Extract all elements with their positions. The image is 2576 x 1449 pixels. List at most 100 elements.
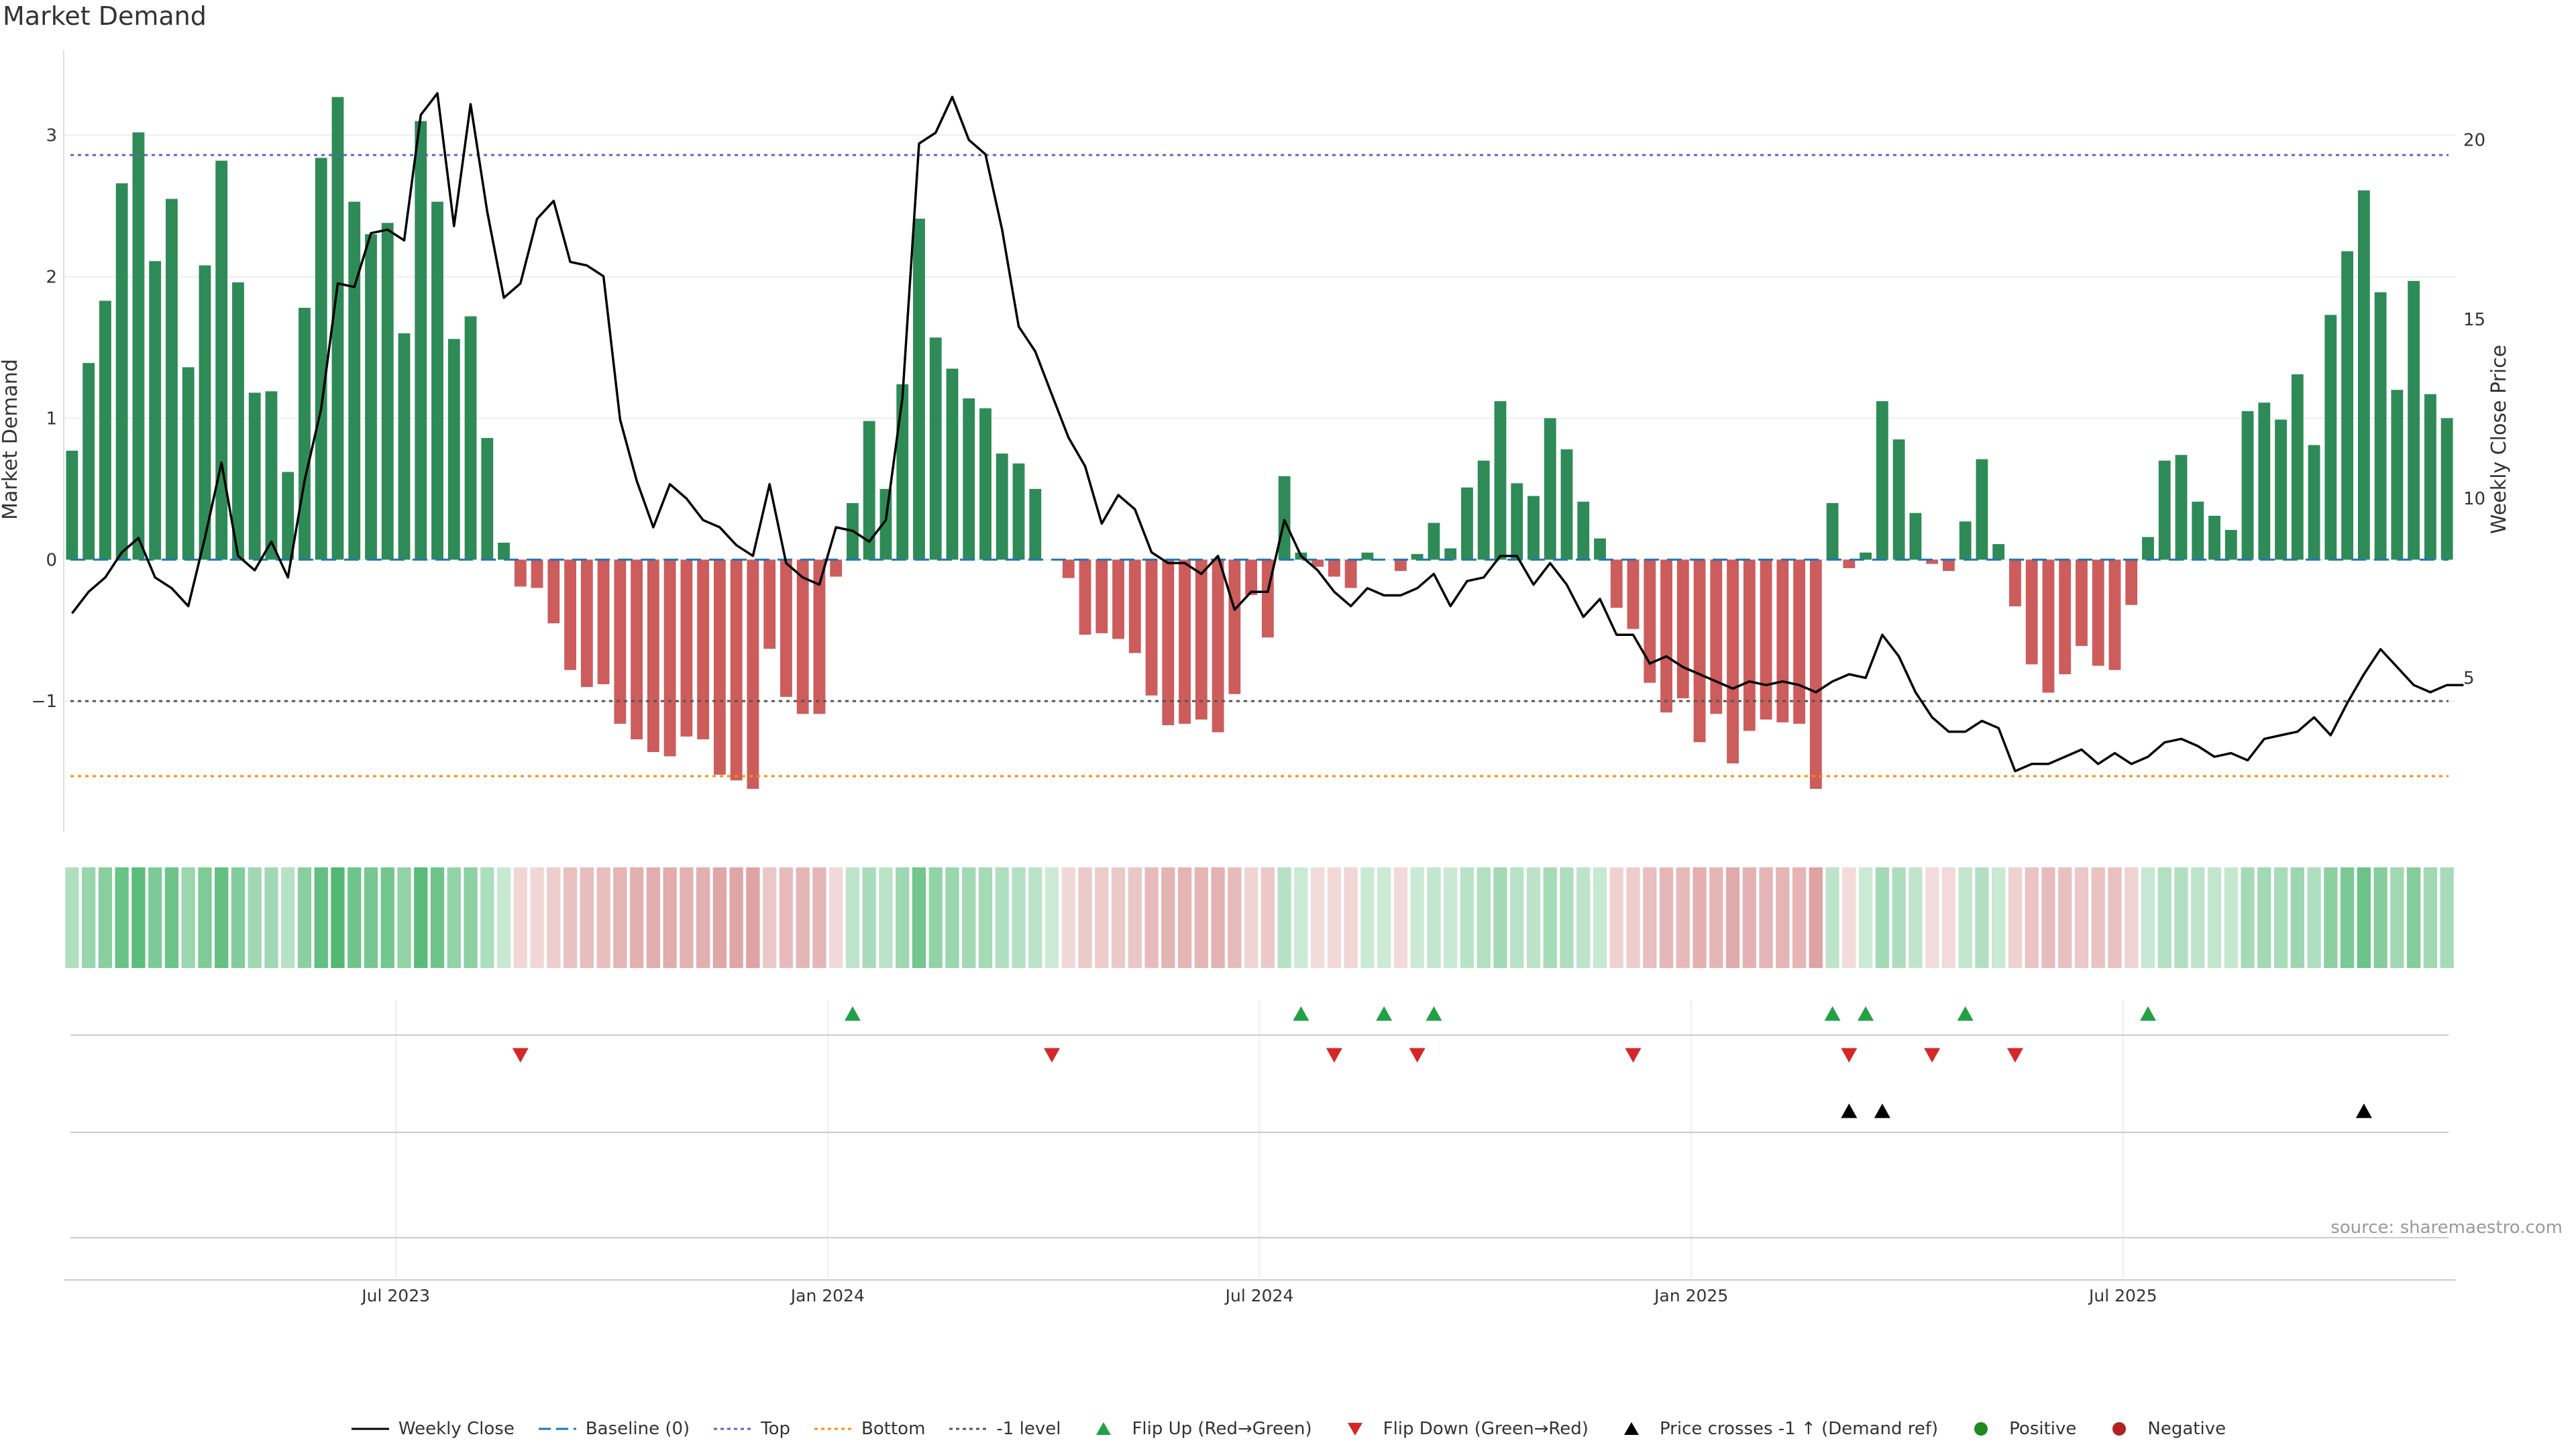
demand-bar xyxy=(1610,559,1623,608)
demand-bar xyxy=(315,158,327,560)
heat-cell xyxy=(1194,867,1209,968)
legend-label: Flip Up (Red→Green) xyxy=(1132,1419,1312,1439)
demand-bar xyxy=(1560,449,1573,560)
heat-cell xyxy=(1460,867,1474,968)
heat-cell xyxy=(696,867,710,968)
demand-bar xyxy=(1992,544,2005,560)
heat-cell xyxy=(1958,867,1972,968)
flip-down-marker xyxy=(1625,1048,1642,1063)
demand-bar xyxy=(282,472,294,560)
heat-cell xyxy=(131,867,146,968)
demand-bar xyxy=(215,160,228,560)
heat-cell xyxy=(2373,867,2387,968)
legend-key-cross-icon xyxy=(1611,1420,1652,1438)
x-tick-label: Jul 2023 xyxy=(360,1286,430,1305)
demand-bar xyxy=(99,301,111,560)
legend-item-positive: Positive xyxy=(1961,1419,2076,1439)
heat-cell xyxy=(1161,867,1175,968)
demand-bar xyxy=(2009,559,2021,606)
demand-bar xyxy=(1676,559,1689,698)
heat-cell xyxy=(879,867,893,968)
demand-bar xyxy=(580,559,593,688)
demand-bar xyxy=(1228,559,1241,694)
heat-cell xyxy=(2406,867,2421,968)
heat-cell xyxy=(148,867,162,968)
demand-bar xyxy=(1959,521,1972,560)
heat-cell xyxy=(1244,867,1258,968)
heat-cell xyxy=(1360,867,1375,968)
heat-cell xyxy=(763,867,777,968)
demand-bar xyxy=(780,559,792,697)
demand-bar xyxy=(2208,515,2220,560)
weekly-close-line xyxy=(71,92,2464,773)
heat-cell xyxy=(1493,867,1507,968)
demand-bar xyxy=(1112,559,1124,639)
heat-cell xyxy=(414,867,428,968)
heat-cell xyxy=(198,867,212,968)
demand-bar xyxy=(2125,559,2138,605)
heat-cell xyxy=(1294,867,1308,968)
heat-cell xyxy=(2423,867,2438,968)
chart-legend: Weekly Close Baseline (0) Top Bottom -1 leve… xyxy=(0,1415,2576,1442)
demand-bar xyxy=(614,559,627,724)
heat-cell xyxy=(663,867,677,968)
demand-bar xyxy=(132,132,145,560)
demand-bar xyxy=(232,282,244,560)
demand-bar xyxy=(1395,559,1407,572)
heat-cell xyxy=(1609,867,1623,968)
heat-cell xyxy=(962,867,976,968)
demand-bar xyxy=(1162,559,1175,726)
heat-cell xyxy=(1842,867,1856,968)
legend-item-baseline: Baseline (0) xyxy=(537,1419,690,1439)
demand-bar xyxy=(2142,537,2154,560)
price-cross-marker xyxy=(1841,1104,1858,1118)
demand-bar xyxy=(447,339,460,560)
y-tick-label: 0 xyxy=(46,550,57,570)
demand-bar xyxy=(763,559,776,649)
heat-cell xyxy=(746,867,760,968)
demand-bar xyxy=(299,307,311,560)
legend-key-positive-icon xyxy=(1961,1420,2001,1438)
heat-cell xyxy=(613,867,627,968)
demand-bar xyxy=(115,183,128,560)
demand-bar xyxy=(1477,460,1490,560)
demand-bar xyxy=(2224,529,2237,560)
demand-bar xyxy=(1029,488,1042,560)
heat-cell xyxy=(1277,867,1291,968)
demand-bar xyxy=(929,337,942,560)
flip-down-marker xyxy=(1409,1048,1426,1063)
legend-item-bottom: Bottom xyxy=(813,1419,925,1439)
heat-cell xyxy=(680,867,694,968)
demand-bar xyxy=(1145,559,1158,696)
heat-cell xyxy=(1260,867,1275,968)
heat-cell xyxy=(1095,867,1109,968)
price-cross-marker xyxy=(2355,1104,2372,1118)
legend-key-negative-icon xyxy=(2099,1420,2139,1438)
heat-cell xyxy=(1742,867,1756,968)
legend-item-negative: Negative xyxy=(2099,1419,2226,1439)
demand-bar xyxy=(631,559,643,740)
demand-bar xyxy=(348,201,361,560)
demand-bar xyxy=(415,121,427,560)
heat-cell xyxy=(1643,867,1657,968)
flip-down-marker xyxy=(1924,1048,1941,1063)
heat-cell xyxy=(1144,867,1159,968)
heat-cell xyxy=(2207,867,2222,968)
heat-cell xyxy=(1444,867,1458,968)
heat-cell xyxy=(845,867,860,968)
heat-cell xyxy=(1825,867,1839,968)
legend-label: Price crosses -1 ↑ (Demand ref) xyxy=(1659,1419,1939,1439)
demand-bar xyxy=(730,559,743,781)
heat-cell xyxy=(2108,867,2122,968)
flip-up-marker xyxy=(1426,1006,1442,1021)
demand-bar xyxy=(66,450,78,560)
heat-cell xyxy=(912,867,926,968)
demand-bar xyxy=(597,559,610,684)
demand-bar xyxy=(1212,559,1224,733)
heat-cell xyxy=(2058,867,2072,968)
demand-bar xyxy=(2440,418,2453,560)
flip-down-marker xyxy=(512,1048,529,1063)
flip-down-marker xyxy=(1044,1048,1061,1063)
heat-cell xyxy=(2008,867,2023,968)
